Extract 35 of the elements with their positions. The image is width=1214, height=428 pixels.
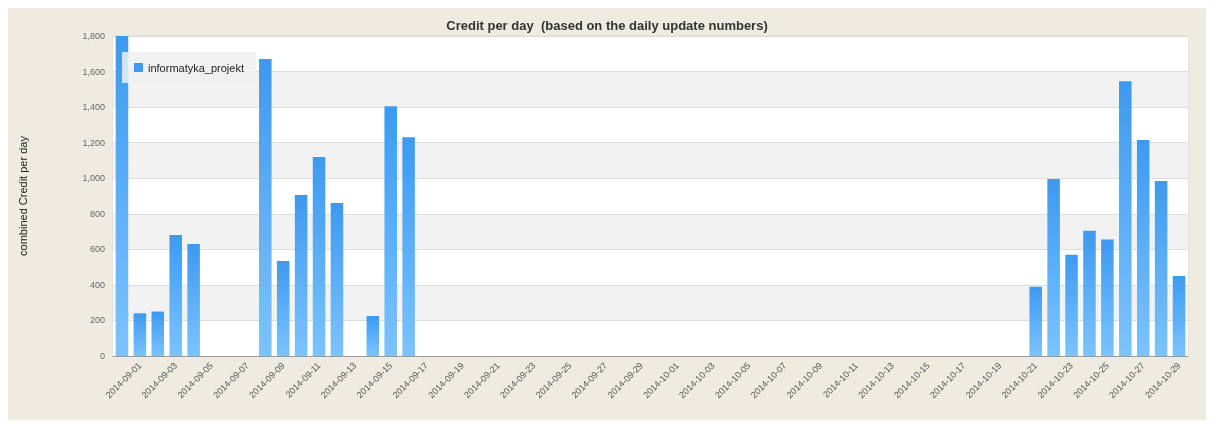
bar [1101, 239, 1114, 356]
y-tick-label: 800 [89, 208, 105, 219]
bar [294, 195, 308, 356]
bar [384, 106, 397, 356]
chart-title: Credit per day (based on the daily update numbers) [446, 18, 768, 33]
bar [1136, 140, 1150, 356]
bar [1172, 276, 1186, 356]
bar [187, 244, 200, 356]
bar [276, 260, 290, 356]
legend-label: informatyka_projekt [148, 61, 244, 74]
y-axis-title: combined Credit per day [16, 135, 29, 256]
bar [1029, 286, 1042, 356]
y-tick-label: 0 [99, 351, 105, 361]
bar [169, 235, 182, 356]
bar [1154, 180, 1168, 356]
y-tick-label: 200 [89, 315, 105, 326]
y-tick-label: 1,600 [82, 66, 105, 77]
y-tick-label: 1,200 [82, 137, 105, 148]
bar [312, 156, 326, 356]
y-tick-label: 1,800 [82, 31, 105, 41]
bar [259, 59, 272, 356]
bar [1083, 230, 1096, 356]
y-tick-label: 600 [89, 244, 105, 255]
bar [366, 316, 380, 356]
y-tick-label: 400 [89, 279, 105, 290]
bar [402, 137, 415, 356]
bar [115, 36, 129, 356]
bar [133, 313, 147, 356]
bar [330, 203, 344, 356]
bar [1119, 81, 1132, 356]
bar [151, 311, 165, 356]
bar [1047, 179, 1060, 356]
y-tick-label: 1,000 [82, 173, 105, 184]
bar [1065, 254, 1078, 356]
y-tick-label: 1,400 [82, 102, 105, 113]
